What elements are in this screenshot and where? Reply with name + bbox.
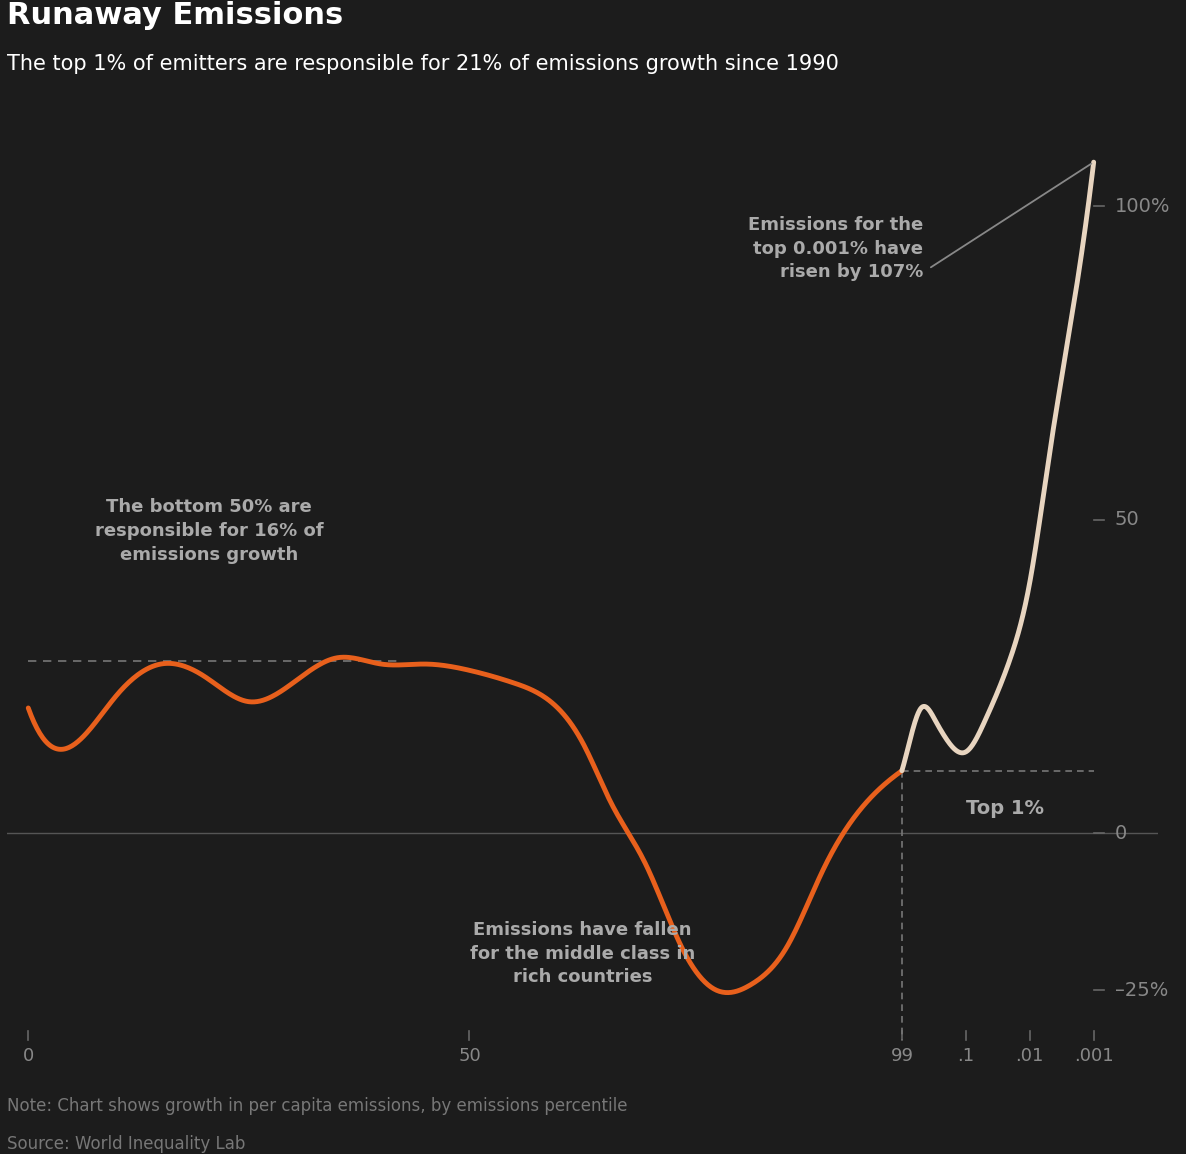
Text: .01: .01 bbox=[1015, 1047, 1044, 1065]
Text: The bottom 50% are
responsible for 16% of
emissions growth: The bottom 50% are responsible for 16% o… bbox=[95, 499, 324, 563]
Text: Note: Chart shows growth in per capita emissions, by emissions percentile: Note: Chart shows growth in per capita e… bbox=[7, 1097, 627, 1115]
Text: 0: 0 bbox=[23, 1047, 34, 1065]
Text: .001: .001 bbox=[1073, 1047, 1114, 1065]
Text: –25%: –25% bbox=[1115, 981, 1168, 999]
Text: Emissions have fallen
for the middle class in
rich countries: Emissions have fallen for the middle cla… bbox=[470, 921, 695, 987]
Text: Runaway Emissions: Runaway Emissions bbox=[7, 1, 343, 30]
Text: 0: 0 bbox=[1115, 824, 1127, 842]
Text: Source: World Inequality Lab: Source: World Inequality Lab bbox=[7, 1134, 246, 1153]
Text: Top 1%: Top 1% bbox=[965, 799, 1044, 818]
Text: 50: 50 bbox=[458, 1047, 480, 1065]
Text: 100%: 100% bbox=[1115, 196, 1171, 216]
Text: .1: .1 bbox=[957, 1047, 975, 1065]
Text: 99: 99 bbox=[891, 1047, 913, 1065]
Text: 50: 50 bbox=[1115, 510, 1140, 530]
Text: Emissions for the
top 0.001% have
risen by 107%: Emissions for the top 0.001% have risen … bbox=[748, 216, 923, 282]
Text: The top 1% of emitters are responsible for 21% of emissions growth since 1990: The top 1% of emitters are responsible f… bbox=[7, 54, 839, 74]
